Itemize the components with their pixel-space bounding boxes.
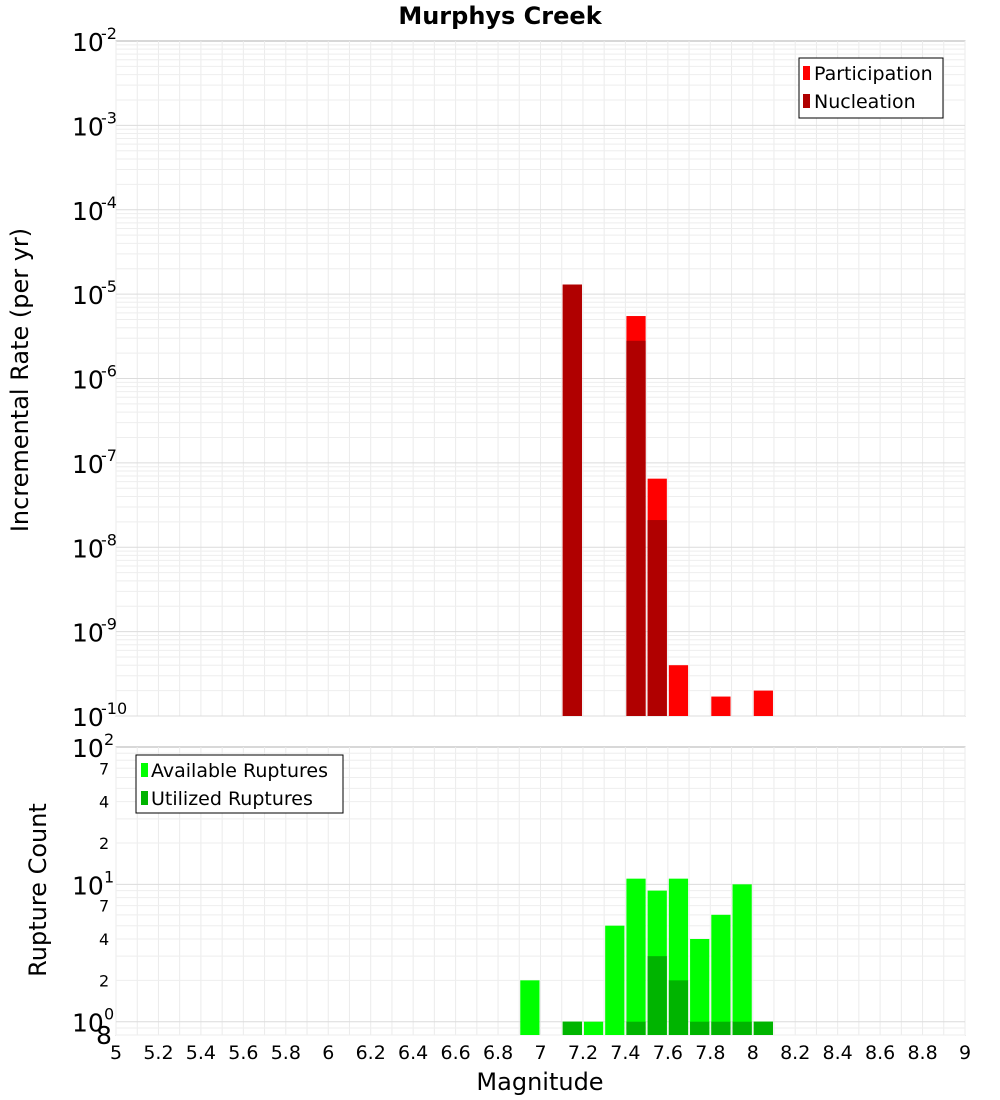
x-tick-label: 6.4 [398, 1042, 428, 1064]
count-bar-s2 [753, 1021, 773, 1035]
count-y-minor-tick-label: 2 [99, 971, 109, 990]
legend-label-nucleation: Nucleation [814, 91, 916, 113]
rate-y-tick-label: 10 [72, 112, 104, 141]
rate-y-tick-label: 10 [72, 534, 104, 563]
x-tick-label: 8.6 [865, 1042, 895, 1064]
count-bar-s2 [562, 1021, 582, 1035]
count-y-minor-tick-label: 7 [99, 897, 109, 916]
rate-y-tick-exponent: -2 [101, 24, 117, 43]
count-y-tick-label: 10 [72, 871, 104, 900]
rate-bar-s1 [753, 690, 773, 716]
rate-bar-s2 [626, 340, 646, 716]
count-y-tick-exponent: 0 [104, 1005, 114, 1024]
count-bar-s2 [690, 1021, 710, 1035]
count-bar-s1 [711, 914, 731, 1035]
count-bar-s1 [626, 878, 646, 1035]
count-y-tick-label: 10 [72, 734, 104, 763]
x-tick-label: 6 [322, 1042, 334, 1064]
legend-swatch-participation [803, 66, 810, 80]
rate-y-tick-exponent: -7 [101, 446, 117, 465]
rate-bar-s2 [647, 520, 667, 716]
x-tick-label: 9 [959, 1042, 971, 1064]
count-legend-box [135, 754, 344, 814]
count-y-tick-exponent: 1 [104, 867, 114, 886]
rate-y-tick-exponent: -5 [101, 277, 117, 296]
x-tick-label: 7.8 [695, 1042, 725, 1064]
rate-legend-box [798, 57, 944, 119]
count-y-minor-tick-label: 4 [99, 793, 109, 812]
count-bar-s1 [583, 1021, 604, 1035]
rate-grid [115, 41, 966, 717]
bottom-y-axis-label: Rupture Count [24, 803, 52, 977]
legend-swatch-nucleation [803, 94, 810, 108]
count-bar-s2 [647, 956, 667, 1035]
x-tick-label: 5.8 [271, 1042, 301, 1064]
count-bar-s1 [690, 939, 710, 1035]
count-y-minor-tick-label: 2 [99, 834, 109, 853]
x-tick-label: 6.2 [356, 1042, 386, 1064]
rate-y-tick-label: 10 [72, 281, 104, 310]
rate-y-tick-exponent: -4 [101, 193, 117, 212]
rate-y-tick-exponent: -6 [101, 362, 117, 381]
x-tick-label: 7.6 [653, 1042, 683, 1064]
x-tick-label: 8.2 [780, 1042, 810, 1064]
x-tick-label: 8.8 [907, 1042, 937, 1064]
rate-y-tick-label: 10 [72, 197, 104, 226]
rate-y-tick-exponent: -3 [101, 108, 117, 127]
legend-label-participation: Participation [814, 63, 933, 85]
chart-title: Murphys Creek [398, 2, 602, 30]
x-tick-label: 5 [110, 1042, 122, 1064]
legend-label-utilized: Utilized Ruptures [151, 788, 313, 810]
rate-y-tick-exponent: -8 [101, 530, 117, 549]
rate-y-tick-label: 10 [72, 703, 104, 732]
rate-y-tick-label: 10 [72, 28, 104, 57]
x-tick-label: 5.4 [186, 1042, 216, 1064]
rate-y-tick-label: 10 [72, 366, 104, 395]
rate-y-tick-exponent: -9 [101, 615, 117, 634]
rate-legend: Participation Nucleation [798, 57, 944, 119]
legend-swatch-utilized [141, 791, 148, 805]
rate-y-tick-exponent: -10 [101, 699, 127, 718]
rate-bar-s2 [562, 284, 582, 716]
x-axis-label: Magnitude [476, 1068, 603, 1096]
x-tick-label: 5.6 [228, 1042, 258, 1064]
count-legend: Available Ruptures Utilized Ruptures [135, 754, 344, 814]
x-tick-label: 7.4 [610, 1042, 640, 1064]
count-bars [520, 878, 773, 1035]
count-y-tick-label: 10 [72, 1009, 104, 1038]
top-y-axis-label: Incremental Rate (per yr) [6, 228, 34, 532]
count-bar-s1 [732, 884, 752, 1035]
count-bar-s2 [732, 1021, 752, 1035]
rate-bar-s1 [668, 665, 689, 716]
x-tick-label: 6.6 [440, 1042, 470, 1064]
x-ticks: 5 5.2 5.4 5.6 5.8 6 6.2 6.4 6.6 6.8 7 7.2 7.4 7.6 7.8 8… [110, 1042, 971, 1064]
count-bar-s2 [711, 1021, 731, 1035]
legend-label-available: Available Ruptures [151, 760, 328, 782]
count-y-tick-exponent: 2 [104, 730, 114, 749]
count-y-minor-tick-label: 8 [96, 1021, 112, 1050]
count-bar-s1 [605, 925, 625, 1035]
count-bar-s1 [520, 980, 540, 1035]
legend-swatch-available [141, 763, 148, 777]
rate-y-tick-label: 10 [72, 619, 104, 648]
x-tick-label: 5.2 [143, 1042, 173, 1064]
count-y-minor-tick-label: 4 [99, 930, 109, 949]
x-tick-label: 7 [534, 1042, 546, 1064]
count-bar-s2 [626, 1021, 646, 1035]
count-y-minor-tick-label: 7 [99, 759, 109, 778]
x-tick-label: 6.8 [483, 1042, 513, 1064]
x-tick-label: 7.2 [568, 1042, 598, 1064]
x-tick-label: 8.4 [823, 1042, 853, 1064]
rate-bars [562, 284, 773, 716]
x-tick-label: 8 [747, 1042, 759, 1064]
rate-bar-s1 [711, 696, 731, 716]
rate-y-tick-label: 10 [72, 450, 104, 479]
count-bar-s2 [668, 980, 689, 1035]
